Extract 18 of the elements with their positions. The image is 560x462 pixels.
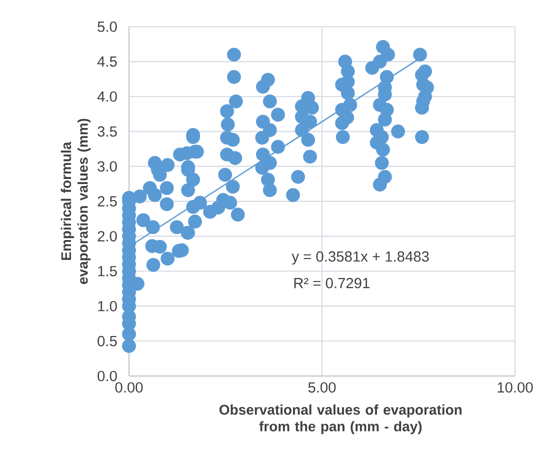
y-axis-title: Empirical formula evaporation values (mm) — [60, 118, 91, 284]
y-tick-label: 4.0 — [97, 91, 117, 102]
x-tick-label: 10.00 — [498, 382, 533, 393]
y-tick-label: 0.5 — [98, 336, 117, 346]
x-axis-title: Observational values of evaporation from the pan (mm - day) — [219, 404, 462, 434]
y-tick-label: 3.0 — [98, 161, 117, 172]
y-tick-label: 5.0 — [98, 22, 117, 32]
y-tick-label: 3.5 — [98, 126, 117, 137]
y-tick-label: 2.5 — [98, 196, 117, 207]
y-tick-label: 1.5 — [98, 266, 117, 276]
x-tick-label: 5.00 — [308, 382, 336, 393]
y-tick-label: 4.5 — [97, 56, 117, 67]
annotation: y = 0.3581x + 1.8483 — [292, 251, 429, 265]
annotation: R² = 0.7291 — [294, 278, 370, 288]
x-tick-label: 0.00 — [115, 382, 143, 393]
y-tick-label: 2.0 — [98, 231, 117, 242]
y-tick-label: 1.0 — [98, 300, 117, 312]
y-tick-label: 0.0 — [98, 370, 117, 382]
